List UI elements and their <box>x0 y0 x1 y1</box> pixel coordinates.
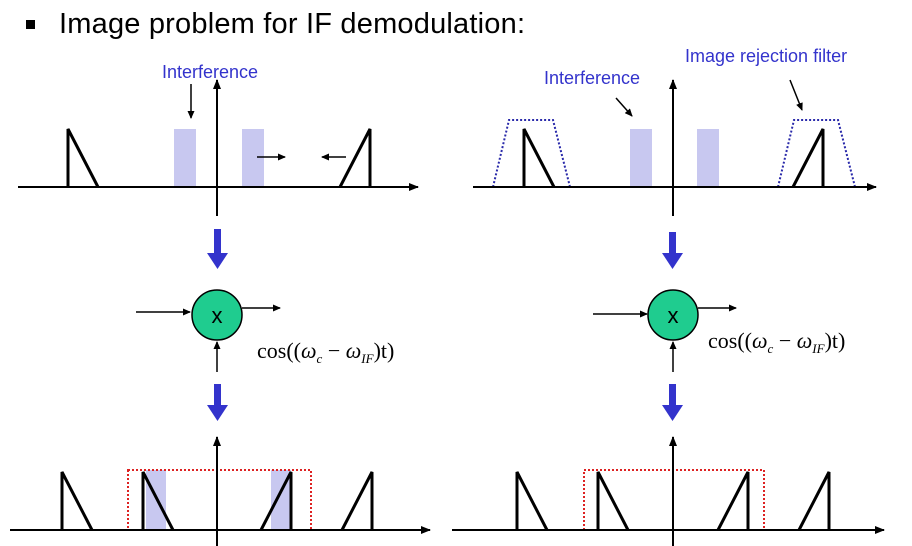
signal-triangle-left <box>66 128 100 188</box>
mixer-symbol: x <box>668 303 679 328</box>
signal-triangle <box>596 471 630 531</box>
signal-triangle <box>60 471 94 531</box>
interference-band <box>242 129 264 187</box>
image-rejection-filter <box>492 119 571 188</box>
mixer-symbol: x <box>212 303 223 328</box>
signal-triangle-right <box>338 128 372 188</box>
interference-label: Interference <box>544 68 640 88</box>
signal-triangle <box>716 471 750 531</box>
interference-band <box>271 470 291 530</box>
signal-triangle <box>259 471 293 531</box>
left-bottom-spectrum <box>10 436 431 546</box>
image-rejection-filter <box>777 119 856 188</box>
heading-line: Image problem for IF demodulation: <box>26 4 525 44</box>
signal-triangle <box>141 471 175 531</box>
right-bottom-spectrum <box>452 436 885 546</box>
mixer-block: x cos((ωc − ωIF)t) <box>136 289 394 372</box>
signal-triangle <box>340 471 374 531</box>
flow-arrow-down <box>662 232 683 269</box>
interference-band <box>697 129 719 187</box>
if-filter-outline <box>127 469 312 531</box>
interference-band <box>630 129 652 187</box>
flow-arrow-down <box>207 229 228 269</box>
label-pointer-arrow <box>615 97 633 117</box>
lo-signal-label: cos((ωc − ωIF)t) <box>257 338 394 366</box>
interference-band <box>174 129 196 187</box>
left-panel: Interference x cos((ωc − ωIF)t) <box>10 62 431 546</box>
bullet-icon <box>26 19 35 29</box>
left-top-spectrum: Interference <box>18 62 419 216</box>
filter-pointer-arrow <box>789 79 803 111</box>
signal-triangle <box>797 471 831 531</box>
signal-triangle <box>515 471 549 531</box>
flow-arrow-down <box>662 384 683 421</box>
filter-label: Image rejection filter <box>685 46 847 66</box>
signal-triangle-right <box>791 128 825 188</box>
mixer-circle <box>191 289 243 341</box>
signal-triangle-left <box>522 128 556 188</box>
flow-arrow-down <box>207 384 228 421</box>
mixer-circle <box>647 289 699 341</box>
lo-signal-label: cos((ωc − ωIF)t) <box>708 328 845 356</box>
interference-label: Interference <box>162 62 258 82</box>
slide-title: Image problem for IF demodulation: <box>59 7 526 40</box>
right-panel: Interference Image rejection filter x co… <box>452 46 885 546</box>
mixer-block: x cos((ωc − ωIF)t) <box>593 289 845 372</box>
right-top-spectrum: Interference Image rejection filter <box>473 46 877 216</box>
